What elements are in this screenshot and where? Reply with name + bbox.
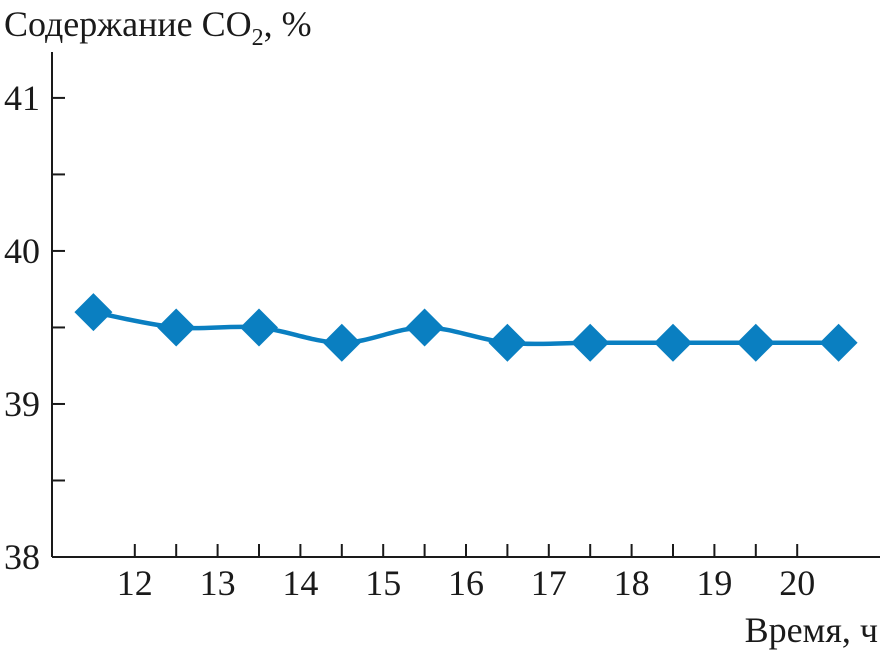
x-tick-label: 12	[117, 563, 153, 603]
x-tick-label: 17	[531, 563, 567, 603]
data-point-marker	[736, 323, 775, 362]
y-ticks: 38 39 40 41	[4, 78, 65, 577]
x-tick-label: 13	[200, 563, 236, 603]
x-axis-title: Время, ч	[745, 610, 878, 650]
x-tick-label: 14	[282, 563, 318, 603]
plot-area: 38 39 40 41 12 13 14 15 16 17 18 19 20	[4, 52, 880, 603]
x-tick-label: 20	[779, 563, 815, 603]
x-ticks: 12 13 14 15 16 17 18 19 20	[117, 544, 815, 603]
y-tick-label: 38	[4, 537, 40, 577]
y-axis-title: Содержание CO2, %	[4, 4, 312, 51]
x-tick-label: 19	[696, 563, 732, 603]
series-line	[91, 309, 841, 347]
data-point-marker	[488, 323, 527, 362]
data-point-marker	[654, 323, 692, 362]
data-markers	[74, 293, 858, 362]
data-point-marker	[157, 308, 196, 347]
y-tick-label: 41	[4, 78, 40, 118]
data-point-marker	[405, 308, 444, 347]
y-tick-label: 39	[4, 384, 40, 424]
data-point-marker	[240, 308, 278, 347]
data-point-marker	[74, 293, 113, 332]
data-point-marker	[819, 323, 858, 362]
x-tick-label: 16	[448, 563, 484, 603]
x-tick-label: 18	[614, 563, 650, 603]
data-point-marker	[571, 323, 610, 362]
y-tick-label: 40	[4, 231, 40, 271]
data-point-marker	[322, 323, 361, 362]
x-tick-label: 15	[365, 563, 401, 603]
